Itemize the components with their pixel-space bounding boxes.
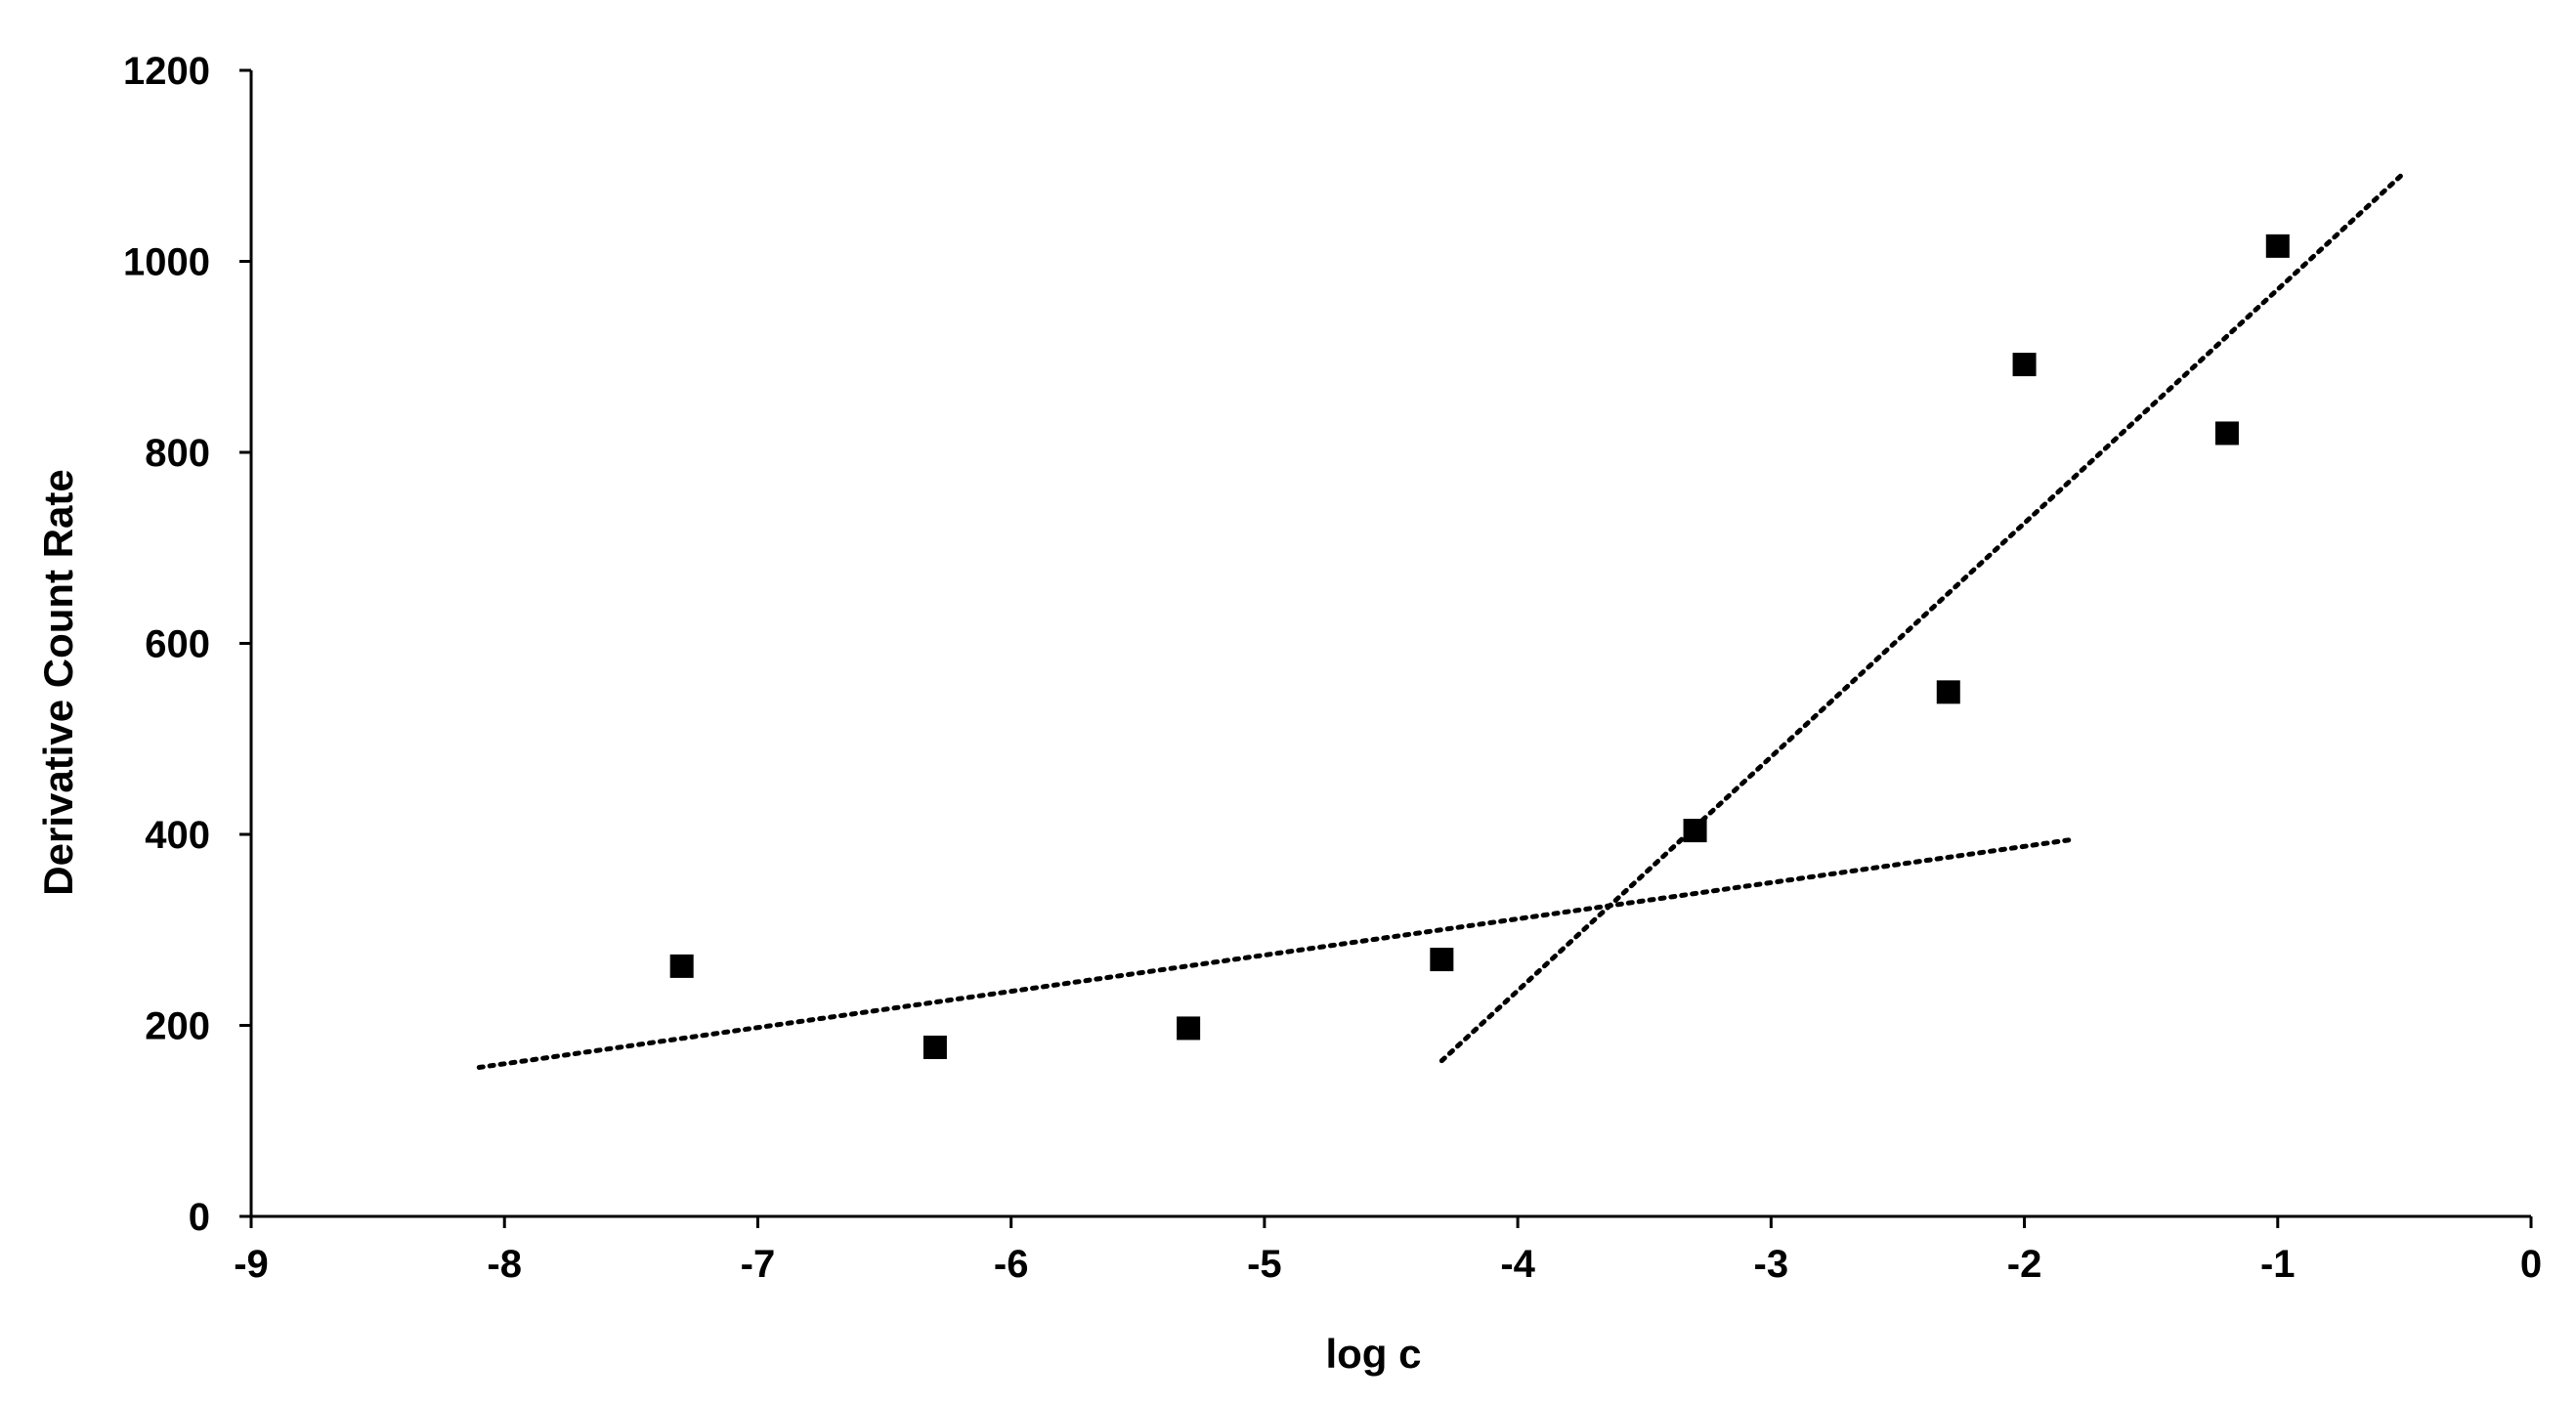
y-tick-label: 1200: [123, 50, 210, 93]
data-point: [1683, 819, 1707, 843]
y-tick-label: 600: [145, 623, 210, 666]
y-tick-label: 0: [189, 1196, 210, 1239]
data-point: [669, 954, 694, 978]
data-point: [1430, 948, 1454, 972]
axes: [249, 70, 2531, 1218]
data-point: [1177, 1016, 1201, 1041]
y-ticks: 0 200 400 600 800 1000 1200: [123, 50, 251, 1239]
x-tick-label: 0: [2520, 1243, 2542, 1286]
x-tick-label: -5: [1247, 1243, 1282, 1286]
y-tick-label: 400: [145, 814, 210, 857]
x-tick-label: -1: [2260, 1243, 2296, 1286]
data-points: [669, 234, 2290, 1059]
y-tick-label: 200: [145, 1005, 210, 1048]
data-point: [2012, 353, 2037, 377]
x-tick-label: -3: [1754, 1243, 1789, 1286]
x-axis-title: log c: [1325, 1331, 1421, 1377]
x-tick-label: -9: [234, 1243, 269, 1286]
trendline-2: [1438, 170, 2407, 1064]
x-ticks: -9 -8 -7 -6 -5 -4 -3 -2 -1 0: [234, 1216, 2542, 1286]
data-point: [923, 1035, 947, 1059]
data-point: [2265, 234, 2290, 258]
trendlines: [476, 170, 2407, 1071]
x-tick-label: -2: [2007, 1243, 2042, 1286]
data-point: [2214, 421, 2239, 446]
y-axis-title: Derivative Count Rate: [35, 469, 81, 895]
x-tick-label: -6: [994, 1243, 1029, 1286]
y-tick-label: 800: [145, 432, 210, 475]
y-tick-label: 1000: [123, 241, 210, 284]
x-tick-label: -8: [487, 1243, 522, 1286]
trendline-1: [476, 836, 2078, 1071]
data-point: [1936, 680, 1960, 704]
x-tick-label: -7: [741, 1243, 776, 1286]
x-tick-label: -4: [1500, 1243, 1535, 1286]
